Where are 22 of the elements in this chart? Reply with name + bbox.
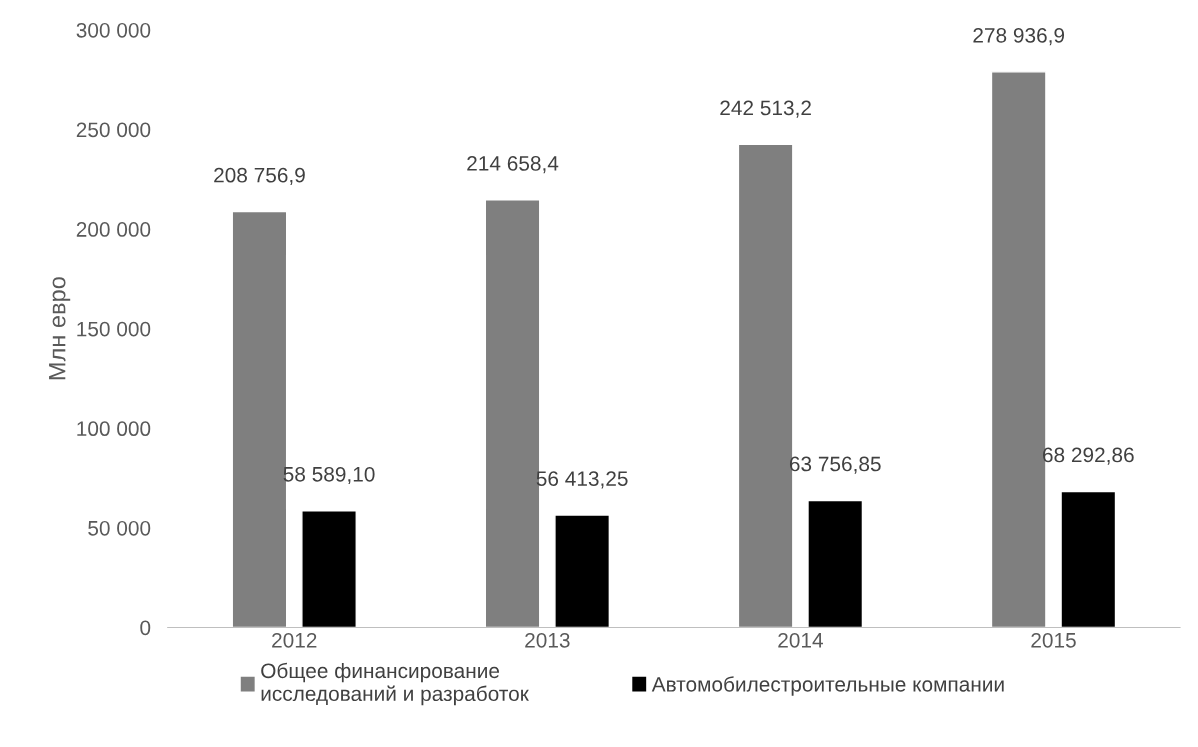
x-tick-label: 2015 bbox=[1031, 632, 1076, 648]
x-tick-label: 2013 bbox=[525, 632, 570, 648]
bar bbox=[554, 514, 611, 628]
data-label: 208 756,9 bbox=[214, 167, 305, 185]
x-tick-label: 2012 bbox=[272, 632, 317, 648]
legend-label: Общее финансирование исследований и разработок bbox=[261, 662, 529, 706]
data-label: 278 936,9 bbox=[973, 27, 1065, 46]
y-tick-label: 300 000 bbox=[76, 22, 151, 38]
y-tick-label: 0 bbox=[140, 620, 151, 636]
legend-label: Автомобилестроительные компании bbox=[651, 676, 1004, 696]
data-label: 242 513,2 bbox=[720, 100, 811, 118]
data-label: 214 658,4 bbox=[467, 156, 559, 174]
bar bbox=[301, 510, 357, 628]
y-tick-label: 50 000 bbox=[88, 520, 151, 536]
bar bbox=[1060, 490, 1117, 628]
y-tick-label: 250 000 bbox=[76, 122, 151, 138]
y-tick-label: 100 000 bbox=[77, 421, 151, 437]
y-tick-label: 150 000 bbox=[77, 321, 151, 337]
x-tick-label: 2014 bbox=[778, 632, 823, 648]
y-axis-title: Млн евро bbox=[49, 277, 71, 380]
y-tick-label: 200 000 bbox=[76, 222, 151, 237]
bar bbox=[807, 499, 864, 628]
